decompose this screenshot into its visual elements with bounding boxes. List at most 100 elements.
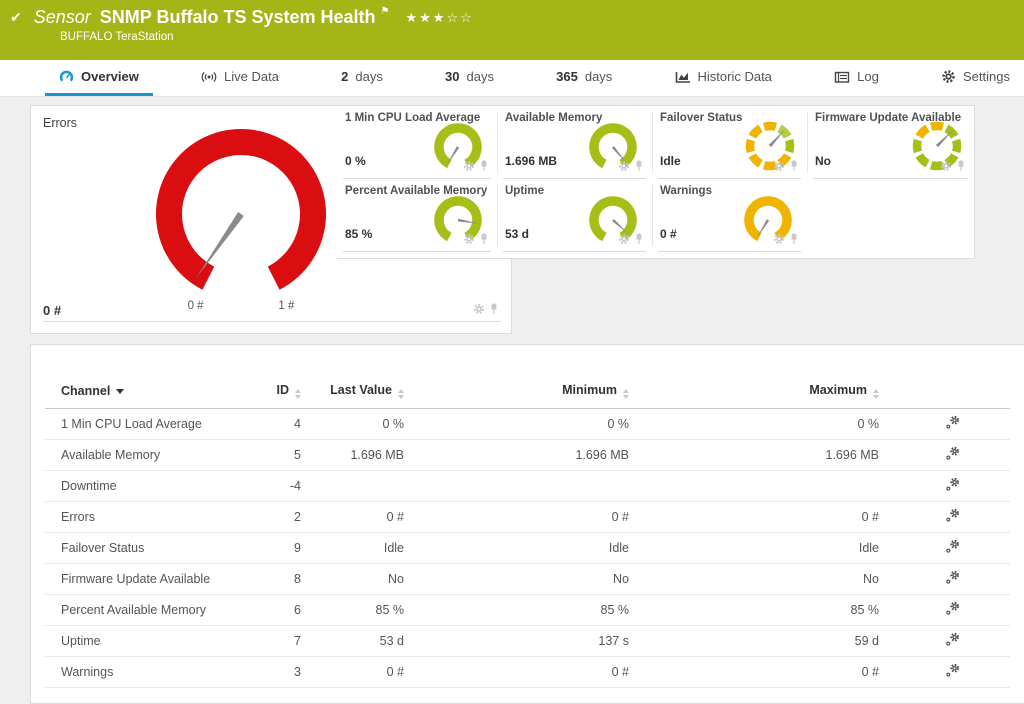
tab-2-days[interactable]: 2 days: [327, 60, 397, 96]
table-row[interactable]: Available Memory 5 1.696 MB 1.696 MB 1.696 M…: [45, 440, 1010, 471]
pin-icon[interactable]: [479, 160, 489, 172]
last-value-cell: No: [388, 572, 404, 586]
table-row[interactable]: Firmware Update Available 8 No No No: [45, 564, 1010, 595]
tab-live-data[interactable]: Live Data: [187, 60, 293, 96]
gauge-cell-warnings[interactable]: Warnings 0 #: [652, 179, 807, 252]
channel-cell[interactable]: Warnings: [61, 665, 114, 679]
channel-settings-icon[interactable]: [945, 446, 960, 461]
gear-icon[interactable]: [773, 160, 785, 172]
channel-cell[interactable]: Uptime: [61, 634, 101, 648]
flag-icon[interactable]: ⚑: [380, 6, 390, 17]
tab-365-days[interactable]: 365 days: [542, 60, 626, 96]
gear-icon[interactable]: [473, 303, 485, 315]
channel-settings-icon[interactable]: [945, 539, 960, 554]
channel-settings-icon[interactable]: [945, 477, 960, 492]
table-row[interactable]: 1 Min CPU Load Average 4 0 % 0 % 0 %: [45, 409, 1010, 440]
maximum-cell: 0 #: [861, 665, 879, 679]
gauge-actions: [773, 159, 799, 177]
pin-icon[interactable]: [634, 233, 644, 245]
arc-gauge: [434, 123, 482, 169]
gear-icon[interactable]: [773, 233, 785, 245]
page-title: SNMP Buffalo TS System Health: [99, 7, 376, 27]
pin-icon[interactable]: [956, 160, 966, 172]
table-row[interactable]: Errors 2 0 # 0 # 0 #: [45, 502, 1010, 533]
col-header-channel[interactable]: Channel: [45, 384, 245, 398]
pin-icon[interactable]: [634, 160, 644, 172]
col-label: Minimum: [562, 382, 617, 397]
pin-icon[interactable]: [789, 160, 799, 172]
channel-cell[interactable]: Firmware Update Available: [61, 572, 211, 586]
chart-icon: [675, 71, 690, 83]
gauge-title: Available Memory: [505, 112, 603, 124]
pin-icon[interactable]: [789, 233, 799, 245]
gauge-cell-firmware-update-available[interactable]: Firmware Update Available No: [807, 106, 974, 179]
channel-cell[interactable]: Errors: [61, 510, 96, 524]
gear-icon[interactable]: [618, 160, 630, 172]
tab-overview[interactable]: Overview: [45, 60, 153, 96]
primary-channel-panel[interactable]: Errors 0 # 1 # 0 #: [30, 105, 512, 334]
last-value-cell: 0 #: [386, 510, 404, 524]
gear-icon[interactable]: [463, 160, 475, 172]
tab-settings[interactable]: Settings: [927, 60, 1024, 96]
tab-label: days: [584, 69, 613, 84]
channel-cell[interactable]: Available Memory: [61, 448, 161, 462]
pin-icon[interactable]: [489, 303, 499, 315]
channel-settings-icon[interactable]: [945, 508, 960, 523]
channel-cell[interactable]: 1 Min CPU Load Average: [61, 417, 202, 431]
table-row[interactable]: Uptime 7 53 d 137 s 59 d: [45, 626, 1010, 657]
tab-label: days: [355, 69, 383, 84]
channel-settings-icon[interactable]: [945, 632, 960, 647]
table-row[interactable]: Warnings 3 0 # 0 # 0 #: [45, 657, 1010, 688]
channel-cell[interactable]: Failover Status: [61, 541, 145, 555]
arc-gauge: [589, 196, 637, 242]
tab-historic-data[interactable]: Historic Data: [661, 60, 786, 96]
gauge-cell-uptime[interactable]: Uptime 53 d: [497, 179, 652, 252]
pin-icon[interactable]: [479, 233, 489, 245]
channel-cell[interactable]: Downtime: [61, 479, 117, 493]
minimum-cell: 0 #: [611, 665, 629, 679]
channel-settings-icon[interactable]: [945, 601, 960, 616]
tab-label: Settings: [963, 69, 1010, 84]
gauge-cell-available-memory[interactable]: Available Memory 1.696 MB: [497, 106, 652, 179]
col-header-minimum[interactable]: Minimum: [404, 383, 629, 399]
channel-settings-icon[interactable]: [945, 663, 960, 678]
gauge-cell-failover-status[interactable]: Failover Status Idle: [652, 106, 807, 179]
tab-label: days: [466, 69, 494, 84]
tab-number: 365: [556, 69, 578, 84]
table-row[interactable]: Percent Available Memory 6 85 % 85 % 85 %: [45, 595, 1010, 626]
gauge-cell-percent-available-memory[interactable]: Percent Available Memory 85 %: [337, 179, 497, 252]
table-row[interactable]: Failover Status 9 Idle Idle Idle: [45, 533, 1010, 564]
channel-cell[interactable]: Percent Available Memory: [61, 603, 206, 617]
arc-gauge: [434, 196, 482, 242]
id-cell: 6: [294, 603, 301, 617]
gear-icon[interactable]: [940, 160, 952, 172]
gear-icon[interactable]: [463, 233, 475, 245]
gauge-title: Failover Status: [660, 112, 743, 124]
device-name[interactable]: BUFFALO TeraStation: [60, 31, 174, 43]
col-header-last-value[interactable]: Last Value: [301, 383, 404, 399]
last-value-cell: 85 %: [375, 603, 405, 617]
gauge-actions: [463, 159, 489, 177]
maximum-cell: 85 %: [850, 603, 880, 617]
channel-table-panel: Channel ID Last Value Minimum Maximum 1 …: [30, 344, 1024, 704]
gauge-value: 0 #: [660, 227, 677, 241]
sort-icon: [623, 388, 629, 399]
channel-settings-icon[interactable]: [945, 570, 960, 585]
col-label: ID: [276, 382, 290, 397]
gauge-value: 0 %: [345, 154, 366, 168]
log-icon: [834, 71, 850, 83]
tab-label: Live Data: [224, 69, 279, 84]
priority-stars[interactable]: ★★★☆☆: [405, 9, 474, 25]
gear-icon[interactable]: [618, 233, 630, 245]
col-header-maximum[interactable]: Maximum: [629, 383, 879, 399]
channel-settings-icon[interactable]: [945, 415, 960, 430]
gauge-title: Firmware Update Available: [815, 112, 962, 124]
tab-label: Log: [857, 69, 879, 84]
gauge-title: 1 Min CPU Load Average: [345, 112, 481, 124]
tab-30-days[interactable]: 30 days: [431, 60, 508, 96]
id-cell: 2: [294, 510, 301, 524]
gauge-cell-1-min-cpu-load-average[interactable]: 1 Min CPU Load Average 0 %: [337, 106, 497, 179]
table-row[interactable]: Downtime -4: [45, 471, 1010, 502]
tab-log[interactable]: Log: [820, 60, 893, 96]
col-header-id[interactable]: ID: [245, 383, 301, 399]
